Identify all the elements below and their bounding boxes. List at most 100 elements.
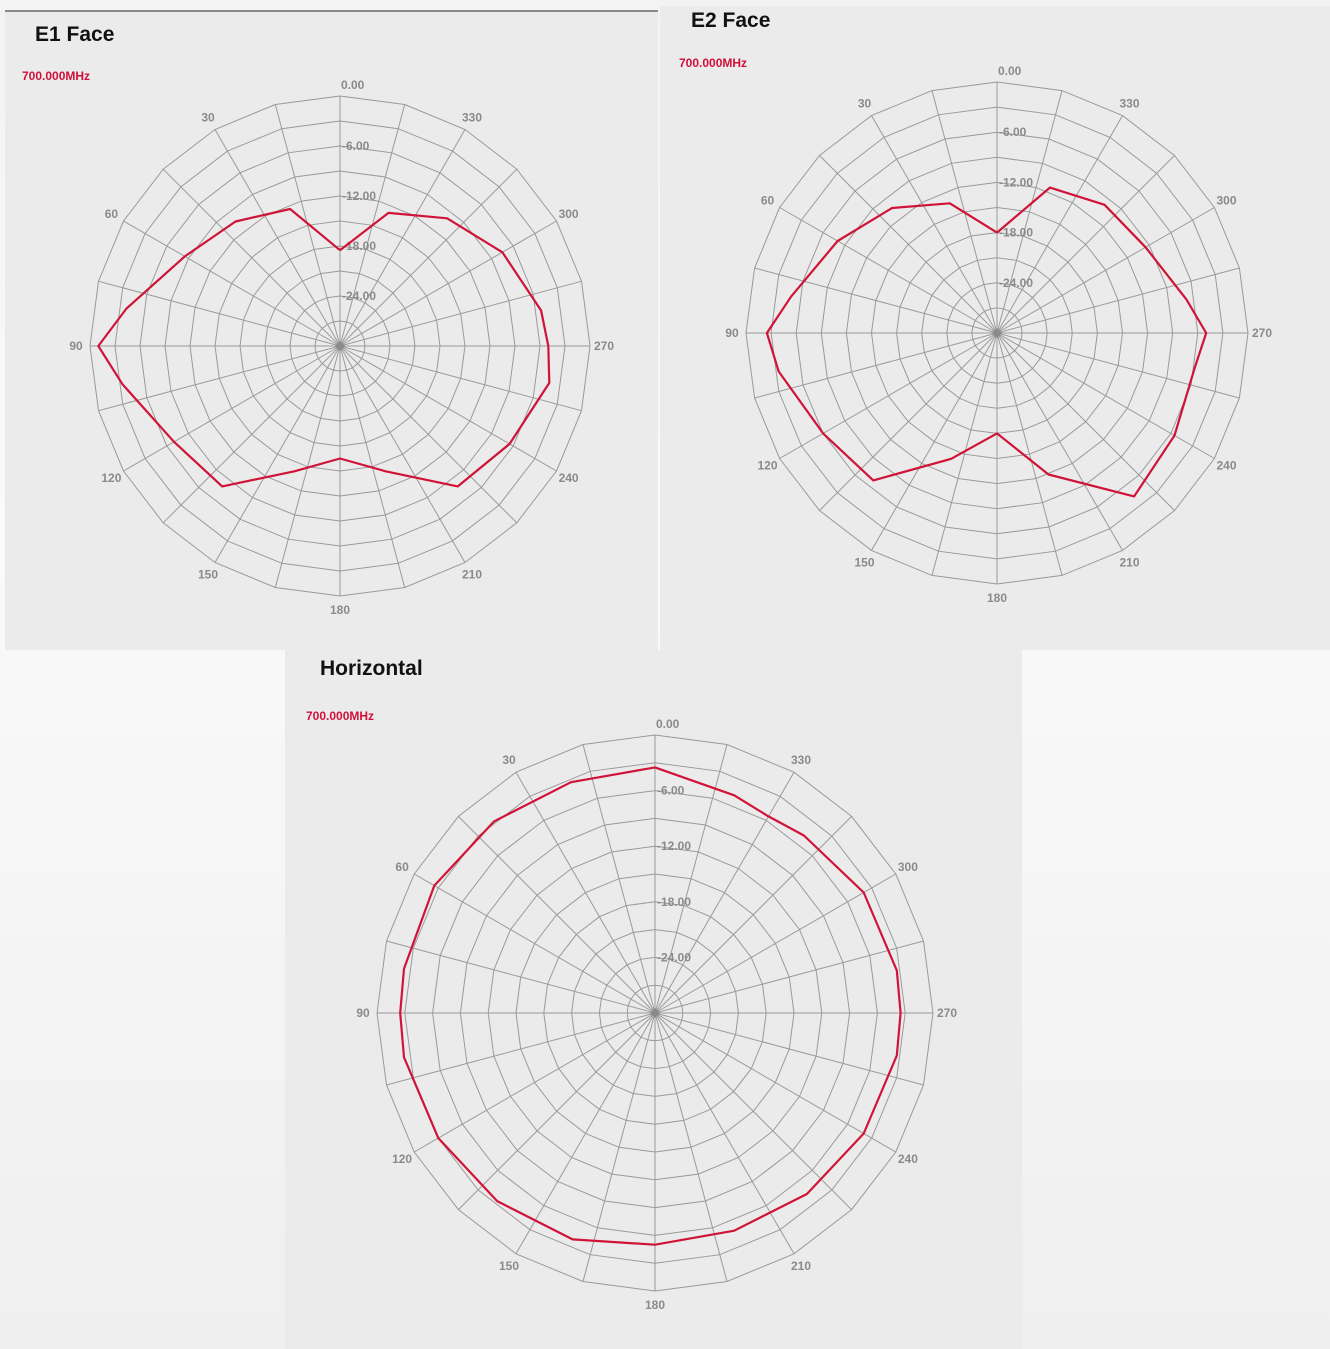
center-marker [335,341,345,351]
angle-tick-label: 180 [645,1298,665,1312]
grid-spoke [274,104,341,347]
angle-tick-label: 240 [898,1152,918,1166]
pattern-trace [399,766,902,1246]
grid-spoke [819,155,998,334]
grid-spoke [779,332,998,459]
angle-tick-label: 30 [858,97,872,111]
angle-tick-label: 0.00 [341,78,365,92]
angle-tick-label: 180 [330,603,350,617]
grid-spoke [98,280,341,347]
grid-spoke [754,332,998,399]
angle-tick-label: 0.00 [656,717,680,731]
angle-tick-label: 330 [1119,97,1139,111]
frequency-label-e1: 700.000MHz [22,69,91,83]
grid-spoke [996,267,1240,334]
radial-tick-label: -6.00 [657,784,685,798]
grid-spoke [339,345,518,524]
angle-tick-label: 300 [1216,194,1236,208]
angle-tick-label: 240 [559,471,579,485]
grid-spoke [582,744,656,1014]
grid-spoke [413,873,656,1014]
grid-spoke [339,345,557,472]
angle-tick-label: 330 [462,110,482,124]
angle-tick-label: 30 [502,753,516,767]
grid-spoke [996,332,1123,551]
angle-tick-label: 300 [559,207,579,221]
radial-tick-label: -12.00 [342,189,376,203]
grid-spoke [386,1012,656,1086]
grid-spoke [654,873,897,1014]
angle-tick-label: 150 [499,1259,519,1273]
grid-spoke [871,332,998,551]
grid-spoke [515,1012,656,1255]
radial-tick-label: -12.00 [657,839,691,853]
grid-spoke [654,1012,852,1210]
angle-tick-label: 0.00 [998,64,1022,78]
angle-tick-label: 270 [594,339,614,353]
grid-spoke [123,345,341,472]
angle-tick-label: 90 [356,1006,370,1020]
grid-spoke [386,940,656,1014]
radial-tick-label: -18.00 [657,895,691,909]
angle-tick-label: 60 [395,860,409,874]
chart-title-horizontal: Horizontal [320,657,423,680]
grid-spoke [162,345,341,524]
grid-spoke [779,207,998,334]
angle-tick-label: 90 [69,339,83,353]
grid-spoke [996,155,1175,334]
angle-tick-label: 210 [1119,556,1139,570]
grid-spoke [339,168,518,347]
angle-tick-label: 150 [198,568,218,582]
chart-title-e2: E2 Face [691,9,771,32]
angle-tick-label: 150 [854,556,874,570]
angle-tick-label: 90 [725,326,739,340]
center-marker [650,1008,660,1018]
angle-tick-label: 210 [791,1259,811,1273]
grid-spoke [339,345,582,412]
grid-spoke [515,771,656,1014]
center-marker [992,328,1002,338]
grid-spoke [996,115,1123,334]
grid-spoke [931,332,998,576]
grid-spoke [654,1012,897,1153]
grid-spoke [458,1012,656,1210]
e1-face-panel [5,10,658,650]
grid-spoke [214,129,341,347]
grid-spoke [996,332,1240,399]
grid-spokes [90,96,590,596]
angle-tick-label: 30 [201,110,215,124]
grid-spoke [996,332,1215,459]
grid-spoke [654,1012,795,1255]
frequency-label-e2: 700.000MHz [679,56,748,70]
pattern-trace [765,186,1208,498]
radial-tick-label: -18.00 [999,226,1033,240]
grid-spoke [654,1012,728,1282]
grid-spoke [996,332,1063,576]
radial-tick-label: -24.00 [999,276,1033,290]
angle-tick-label: 270 [937,1006,957,1020]
grid-spoke [996,207,1215,334]
grid-spoke [654,940,924,1014]
grid-spoke [339,220,557,347]
angle-tick-label: 300 [898,860,918,874]
grid-spoke [339,345,466,563]
grid-spoke [162,168,341,347]
angle-tick-label: 60 [105,207,119,221]
angle-tick-label: 120 [101,471,121,485]
angle-tick-label: 330 [791,753,811,767]
angle-tick-label: 60 [761,194,775,208]
grid-spoke [871,115,998,334]
grid-spoke [413,1012,656,1153]
grid-spoke [996,90,1063,334]
grid-spokes [746,82,1248,584]
angle-tick-label: 120 [757,459,777,473]
radial-tick-label: -6.00 [342,139,370,153]
angle-tick-label: 180 [987,591,1007,605]
grid-spoke [582,1012,656,1282]
grid-spoke [819,332,998,511]
radial-tick-label: -6.00 [999,125,1027,139]
grid-spoke [339,129,466,347]
